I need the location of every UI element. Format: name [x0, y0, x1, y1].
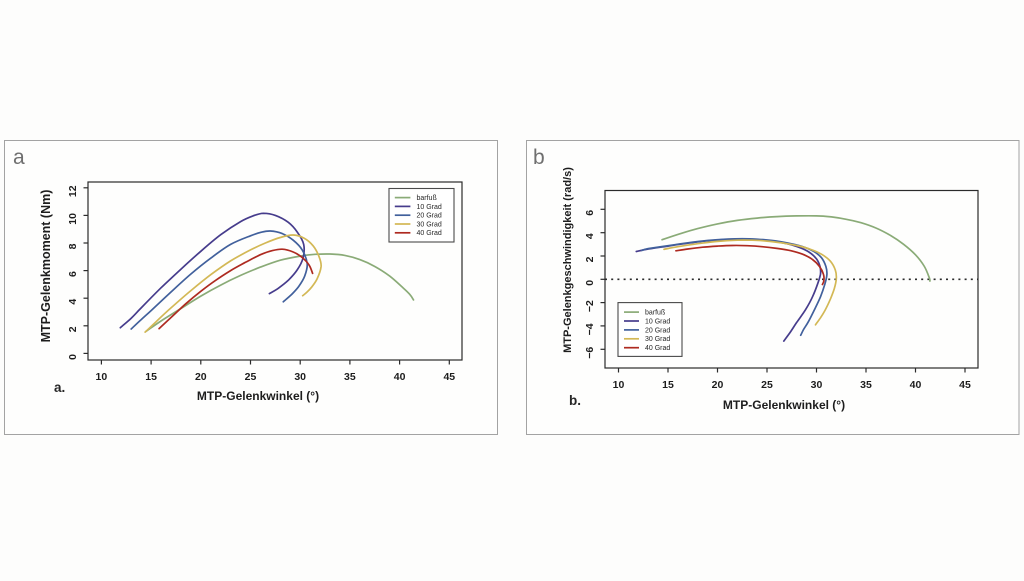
svg-text:a: a	[13, 146, 25, 169]
svg-text:45: 45	[959, 379, 971, 391]
svg-text:barfuß: barfuß	[645, 310, 665, 317]
svg-text:4: 4	[584, 233, 596, 239]
svg-text:6: 6	[584, 210, 596, 216]
svg-text:10 Grad: 10 Grad	[645, 318, 670, 325]
svg-text:30: 30	[294, 371, 306, 383]
svg-text:10: 10	[67, 213, 79, 225]
svg-text:0: 0	[67, 354, 79, 360]
svg-text:30 Grad: 30 Grad	[417, 221, 442, 228]
svg-text:2: 2	[584, 256, 596, 262]
svg-text:15: 15	[145, 371, 157, 383]
svg-text:45: 45	[443, 371, 455, 383]
svg-text:2: 2	[67, 326, 79, 332]
svg-text:0: 0	[584, 280, 596, 286]
svg-text:barfuß: barfuß	[417, 195, 437, 202]
svg-text:a.: a.	[54, 380, 65, 395]
svg-text:8: 8	[67, 243, 79, 249]
svg-text:25: 25	[761, 379, 773, 391]
svg-text:−4: −4	[584, 323, 596, 335]
svg-text:b.: b.	[569, 393, 581, 408]
svg-text:−6: −6	[584, 347, 596, 359]
svg-text:25: 25	[245, 371, 257, 383]
svg-text:30 Grad: 30 Grad	[645, 336, 670, 343]
svg-text:MTP-Gelenkwinkel (°): MTP-Gelenkwinkel (°)	[197, 389, 319, 403]
svg-text:35: 35	[344, 371, 356, 383]
svg-text:20: 20	[195, 371, 207, 383]
svg-text:b: b	[533, 146, 545, 169]
svg-text:40: 40	[394, 371, 406, 383]
svg-text:20: 20	[712, 379, 724, 391]
svg-text:MTP-Gelenkwinkel (°): MTP-Gelenkwinkel (°)	[723, 398, 845, 412]
svg-text:10: 10	[96, 371, 108, 383]
svg-text:20 Grad: 20 Grad	[417, 213, 442, 220]
svg-text:35: 35	[860, 379, 872, 391]
svg-text:10 Grad: 10 Grad	[417, 204, 442, 211]
svg-text:40 Grad: 40 Grad	[417, 230, 442, 237]
svg-text:10: 10	[613, 379, 625, 391]
svg-text:30: 30	[811, 379, 823, 391]
svg-text:MTP-Gelenkgeschwindigkeit (rad: MTP-Gelenkgeschwindigkeit (rad/s)	[562, 167, 574, 353]
svg-text:40 Grad: 40 Grad	[645, 345, 670, 352]
svg-text:15: 15	[662, 379, 674, 391]
svg-text:20 Grad: 20 Grad	[645, 327, 670, 334]
svg-text:−2: −2	[584, 300, 596, 312]
svg-text:40: 40	[910, 379, 922, 391]
svg-text:12: 12	[67, 185, 79, 197]
svg-text:MTP-Gelenkmoment (Nm): MTP-Gelenkmoment (Nm)	[39, 190, 53, 343]
svg-text:6: 6	[67, 271, 79, 277]
svg-text:4: 4	[67, 299, 79, 305]
